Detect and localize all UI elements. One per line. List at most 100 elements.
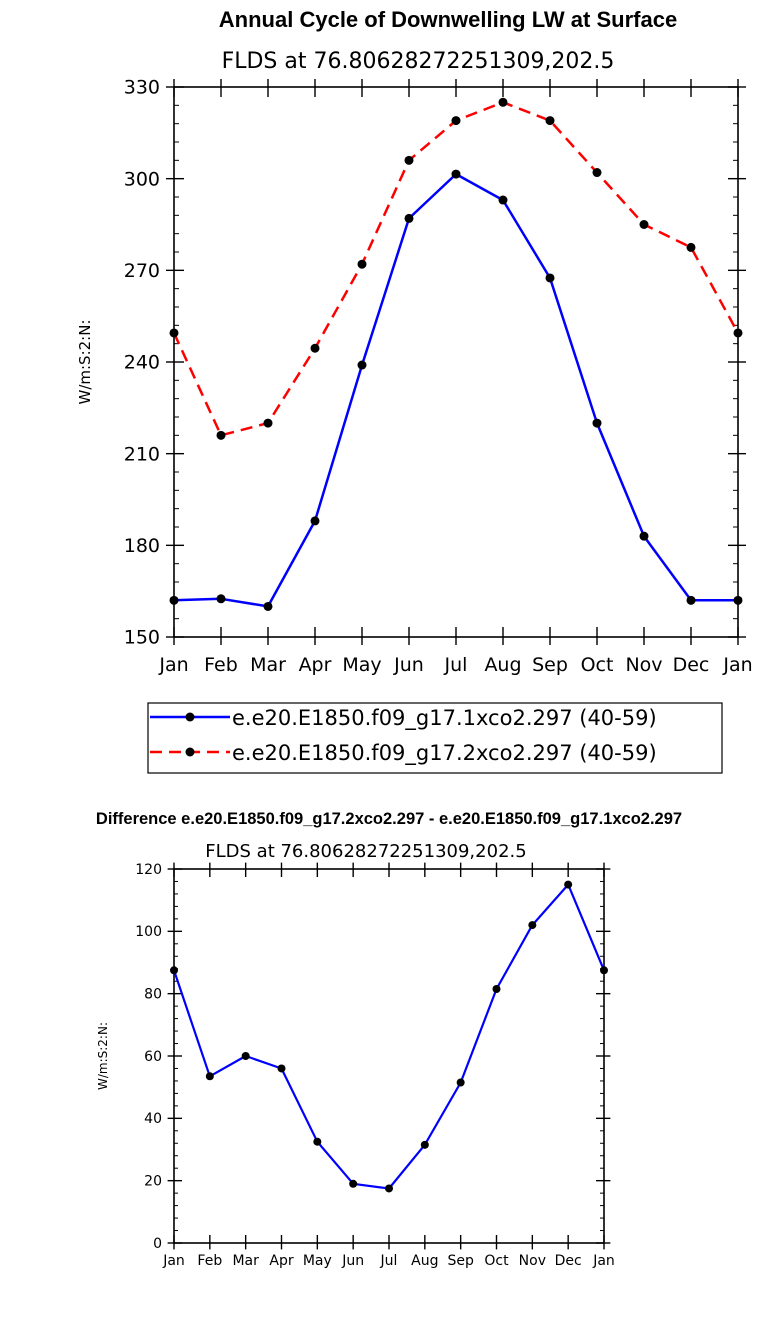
data-point xyxy=(451,116,461,126)
data-point xyxy=(357,259,367,269)
data-point xyxy=(170,966,178,975)
data-point xyxy=(357,360,367,370)
data-point xyxy=(451,169,461,179)
series-line xyxy=(173,172,738,608)
data-point xyxy=(686,242,696,252)
data-point xyxy=(277,1064,286,1073)
data-point xyxy=(545,116,555,126)
chart-title: Annual Cycle of Downwelling LW at Surfac… xyxy=(219,7,677,32)
axes: 150 180 210 240 270 300 330 Jan Feb Mar Apr May Jun J… xyxy=(124,77,753,676)
legend: e.e20.E1850.f09_g17.1xco2.297 (40-59) e.… xyxy=(147,702,723,774)
data-point xyxy=(492,984,501,993)
x-tick-label: Nov xyxy=(625,654,662,676)
series-line xyxy=(172,883,606,1190)
data-point xyxy=(733,595,743,605)
diff-chart-title: Difference e.e20.E1850.f09_g17.2xco2.297… xyxy=(96,810,682,828)
x-tick-label: Jan xyxy=(162,1253,185,1269)
legend-marker-1 xyxy=(185,712,195,722)
data-point xyxy=(545,273,555,283)
y-axis-label: W/m:S:2:N: xyxy=(76,320,94,405)
data-point xyxy=(169,328,179,338)
data-point xyxy=(216,430,226,440)
x-tick-label: Jul xyxy=(444,654,468,676)
diff-y-axis-label: W/m:S:2:N: xyxy=(96,1022,110,1090)
x-tick-label: Sep xyxy=(447,1253,474,1269)
x-tick-label: Feb xyxy=(204,654,238,676)
x-tick-label: Aug xyxy=(484,654,521,676)
data-point xyxy=(564,880,573,889)
x-tick-label: May xyxy=(342,654,381,676)
data-point xyxy=(592,168,602,178)
data-point xyxy=(592,418,602,428)
x-tick-label: Dec xyxy=(673,654,710,676)
y-tick-label: 210 xyxy=(124,443,160,465)
annual-cycle-chart: Annual Cycle of Downwelling LW at Surfac… xyxy=(76,7,753,774)
data-point xyxy=(385,1184,393,1193)
y-tick-label: 20 xyxy=(144,1174,162,1190)
data-point xyxy=(686,595,696,605)
y-tick-label: 180 xyxy=(124,535,160,557)
data-point xyxy=(205,1072,214,1081)
x-tick-label: Mar xyxy=(232,1253,259,1269)
data-point xyxy=(310,516,320,526)
x-tick-label: Oct xyxy=(484,1253,509,1269)
data-point xyxy=(263,601,273,611)
x-tick-label: Mar xyxy=(250,654,286,676)
series-line xyxy=(172,101,740,437)
data-point xyxy=(420,1140,429,1149)
chart-subtitle: FLDS at 76.80628272251309,202.5 xyxy=(222,49,615,74)
y-tick-label: 270 xyxy=(124,260,160,282)
x-tick-label: Apr xyxy=(299,654,332,676)
diff-chart-subtitle: FLDS at 76.80628272251309,202.5 xyxy=(205,841,526,862)
y-tick-label: 150 xyxy=(124,627,160,649)
x-tick-label: Aug xyxy=(411,1253,438,1269)
data-point xyxy=(169,595,179,605)
series-lines xyxy=(169,97,743,611)
x-tick-label: Apr xyxy=(269,1253,293,1269)
x-tick-label: Jun xyxy=(341,1253,364,1269)
data-point xyxy=(733,328,743,338)
x-tick-label: Jul xyxy=(380,1253,398,1269)
data-point xyxy=(498,97,508,107)
data-point xyxy=(241,1052,250,1060)
y-tick-label: 240 xyxy=(124,352,160,374)
data-point xyxy=(404,213,414,223)
y-tick-label: 40 xyxy=(144,1111,162,1127)
data-point xyxy=(349,1179,358,1188)
x-tick-label: Feb xyxy=(197,1253,222,1269)
legend-label-2: e.e20.E1850.f09_g17.2xco2.297 (40-59) xyxy=(232,741,657,766)
x-tick-label: Jan xyxy=(722,654,752,676)
data-point xyxy=(404,155,414,165)
y-tick-label: 80 xyxy=(144,987,162,1003)
data-point xyxy=(639,531,649,541)
x-tick-label: Jan xyxy=(592,1253,615,1269)
diff-series-lines xyxy=(170,880,608,1193)
y-tick-label: 60 xyxy=(144,1049,162,1065)
y-tick-label: 330 xyxy=(124,77,160,99)
x-tick-label: Nov xyxy=(519,1253,546,1269)
data-point xyxy=(639,220,649,229)
y-tick-label: 300 xyxy=(124,168,160,190)
y-tick-label: 120 xyxy=(135,862,162,878)
diff-axes: 0 20 40 60 80 100 120 Jan Feb Mar Apr May Jun Jul Aug S… xyxy=(135,862,615,1269)
y-tick-label: 100 xyxy=(135,924,162,940)
data-point xyxy=(216,594,226,604)
x-tick-label: Jun xyxy=(393,654,424,676)
data-point xyxy=(313,1137,322,1146)
plot-frame xyxy=(173,86,739,638)
data-point xyxy=(456,1078,465,1087)
x-tick-label: Oct xyxy=(581,654,614,676)
data-point xyxy=(498,195,508,205)
difference-chart: Difference e.e20.E1850.f09_g17.2xco2.297… xyxy=(96,810,682,1269)
legend-box xyxy=(147,702,723,774)
x-tick-label: Jan xyxy=(158,654,188,676)
legend-marker-2 xyxy=(185,747,195,757)
data-point xyxy=(528,921,537,930)
data-point xyxy=(600,966,608,975)
x-tick-label: Dec xyxy=(555,1253,582,1269)
data-point xyxy=(310,343,320,353)
data-point xyxy=(263,418,273,428)
legend-label-1: e.e20.E1850.f09_g17.1xco2.297 (40-59) xyxy=(232,706,657,731)
y-tick-label: 0 xyxy=(153,1236,162,1252)
